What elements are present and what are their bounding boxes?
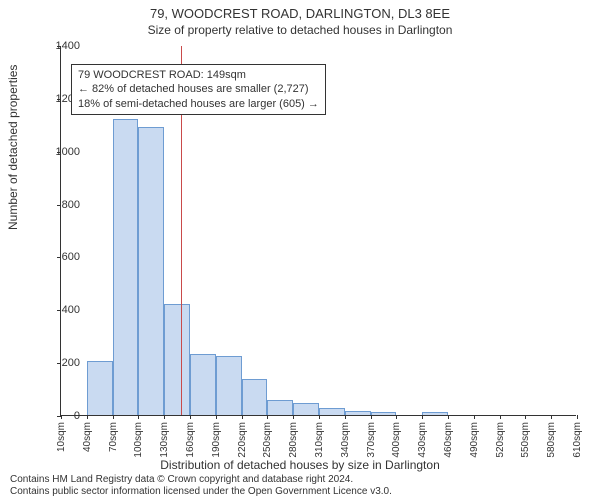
histogram-bar — [319, 408, 345, 415]
chart-container: { "title": "79, WOODCREST ROAD, DARLINGT… — [0, 0, 600, 500]
x-tick-label: 250sqm — [262, 422, 273, 458]
histogram-bar — [242, 379, 268, 415]
x-tick-label: 280sqm — [288, 422, 299, 458]
x-tick-label: 10sqm — [56, 422, 67, 452]
histogram-bar — [190, 354, 216, 415]
y-tick-label: 1000 — [56, 146, 80, 158]
x-tick-label: 160sqm — [185, 422, 196, 458]
y-tick-label: 600 — [62, 251, 80, 263]
y-tick-label: 0 — [74, 410, 80, 422]
histogram-bar — [371, 412, 397, 415]
histogram-bar — [87, 361, 113, 415]
x-tick-label: 460sqm — [443, 422, 454, 458]
histogram-bar — [164, 304, 190, 415]
x-tick-label: 340sqm — [340, 422, 351, 458]
footer-line2: Contains public sector information licen… — [10, 486, 392, 498]
y-tick-label: 800 — [62, 199, 80, 211]
histogram-bar — [293, 403, 319, 415]
footer-line1: Contains HM Land Registry data © Crown c… — [10, 474, 392, 486]
x-axis-label: Distribution of detached houses by size … — [0, 458, 600, 472]
plot-area: 79 WOODCREST ROAD: 149sqm ← 82% of detac… — [60, 46, 576, 416]
annotation-line2: ← 82% of detached houses are smaller (2,… — [78, 82, 319, 96]
x-tick-label: 430sqm — [417, 422, 428, 458]
annotation-line3: 18% of semi-detached houses are larger (… — [78, 97, 319, 111]
x-tick-label: 130sqm — [159, 422, 170, 458]
histogram-bar — [138, 127, 164, 415]
x-tick-label: 550sqm — [520, 422, 531, 458]
annotation-box: 79 WOODCREST ROAD: 149sqm ← 82% of detac… — [71, 64, 326, 115]
histogram-bar — [113, 119, 139, 415]
x-tick-label: 610sqm — [572, 422, 583, 458]
x-tick-label: 40sqm — [82, 422, 93, 452]
chart-title: 79, WOODCREST ROAD, DARLINGTON, DL3 8EE — [0, 0, 600, 21]
x-tick-label: 310sqm — [314, 422, 325, 458]
x-tick-label: 520sqm — [495, 422, 506, 458]
histogram-bar — [267, 400, 293, 415]
x-tick-label: 370sqm — [366, 422, 377, 458]
y-tick-label: 200 — [62, 357, 80, 369]
y-tick-label: 400 — [62, 304, 80, 316]
x-tick-label: 70sqm — [108, 422, 119, 452]
x-tick-label: 220sqm — [237, 422, 248, 458]
footer: Contains HM Land Registry data © Crown c… — [10, 474, 392, 498]
x-tick-label: 400sqm — [391, 422, 402, 458]
histogram-bar — [345, 411, 371, 415]
x-tick-label: 490sqm — [469, 422, 480, 458]
histogram-bar — [216, 356, 242, 415]
x-tick-label: 100sqm — [133, 422, 144, 458]
y-tick-label: 1400 — [56, 40, 80, 52]
y-axis-label: Number of detached properties — [6, 65, 20, 230]
chart-subtitle: Size of property relative to detached ho… — [0, 21, 600, 37]
x-tick-label: 190sqm — [211, 422, 222, 458]
x-tick-label: 580sqm — [546, 422, 557, 458]
histogram-bar — [422, 412, 448, 415]
annotation-line1: 79 WOODCREST ROAD: 149sqm — [78, 68, 319, 82]
